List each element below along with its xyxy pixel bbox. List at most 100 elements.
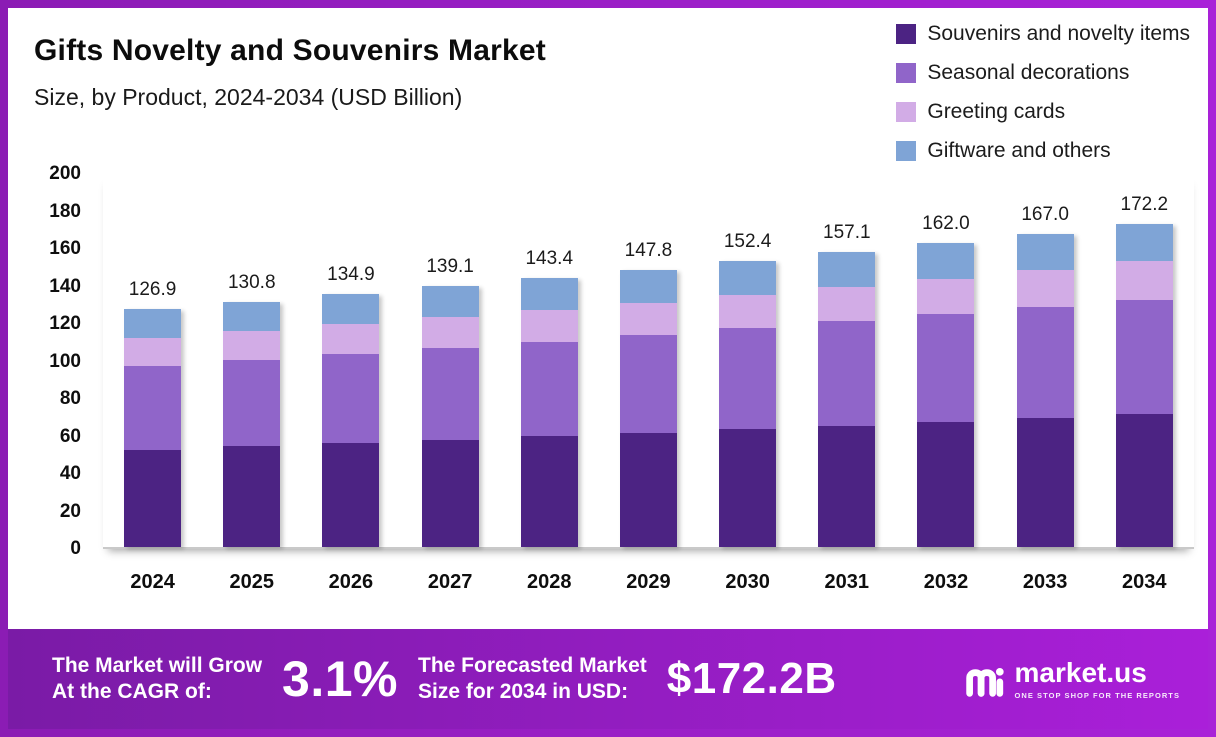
plot-area: 126.9 130.8 134.9 139.1 143.4 147.8 152.4 157.1… — [103, 174, 1194, 549]
y-tick-label: 140 — [49, 275, 81, 297]
legend-swatch — [896, 24, 917, 44]
legend-label: Seasonal decorations — [927, 61, 1130, 84]
y-tick-label: 20 — [59, 500, 81, 522]
legend-item: Giftware and others — [896, 139, 1190, 163]
logo-text: market.us — [1014, 656, 1147, 688]
bar-segment — [917, 278, 975, 315]
legend-swatch — [896, 102, 917, 122]
bar-stack — [917, 243, 975, 547]
bar-total-label: 147.8 — [624, 239, 673, 261]
bar-stack — [619, 269, 677, 547]
y-tick-label: 180 — [49, 200, 81, 222]
bar-segment — [322, 324, 380, 355]
bar-segment — [520, 436, 578, 547]
logo-tagline: ONE STOP SHOP FOR THE REPORTS — [1014, 690, 1180, 700]
bar-segment — [1016, 307, 1074, 418]
bar-column: 172.2 — [1114, 194, 1174, 547]
bar-segment — [520, 341, 578, 437]
cagr-label: The Market will Grow At the CAGR of: — [52, 653, 263, 703]
legend: Souvenirs and novelty items Seasonal deco… — [896, 8, 1208, 174]
y-tick-label: 120 — [49, 313, 81, 334]
bar-total-label: 134.9 — [327, 264, 375, 286]
bar-segment — [917, 314, 975, 422]
legend-label: Souvenirs and novelty items — [927, 22, 1190, 45]
bar-total-label: 130.8 — [227, 271, 276, 293]
bar-segment — [520, 278, 578, 310]
x-axis-label: 2031 — [824, 571, 870, 593]
bar-segment — [421, 439, 479, 547]
legend-item: Greeting cards — [896, 100, 1190, 124]
bar-segment — [1016, 233, 1074, 271]
bar-segment — [917, 421, 975, 547]
bar-stack — [719, 261, 777, 547]
bar-column: 147.8 — [618, 240, 678, 547]
plot-row: 0 20 40 60 80 100 120 140 160 180 200 126.9 130.8 13… — [8, 163, 1208, 559]
bar-total-label: 143.4 — [525, 248, 574, 270]
bar-segment — [1115, 299, 1173, 414]
bar-segment — [223, 360, 281, 447]
y-tick-label: 40 — [59, 463, 81, 484]
bar-stack — [818, 252, 876, 547]
bar-segment — [818, 425, 876, 547]
bar-segment — [619, 302, 677, 336]
bar-total-label: 167.0 — [1021, 203, 1069, 225]
x-axis-label: 2028 — [527, 571, 572, 593]
bar-segment — [619, 269, 677, 303]
bar-segment — [1016, 270, 1074, 307]
chart-header: Gifts Novelty and Souvenirs Market Size,… — [8, 8, 1208, 174]
bar-column: 134.9 — [321, 264, 381, 547]
y-tick-label: 100 — [49, 350, 81, 372]
bar-stack — [520, 278, 578, 547]
bar-segment — [619, 335, 677, 433]
bar-segment — [124, 309, 182, 338]
chart-card: Gifts Novelty and Souvenirs Market Size,… — [8, 8, 1208, 729]
bar-segment — [719, 328, 777, 430]
chart-titles: Gifts Novelty and Souvenirs Market Size,… — [8, 8, 546, 174]
legend-swatch — [896, 141, 917, 161]
bar-segment — [322, 354, 380, 444]
bar-total-label: 139.1 — [426, 256, 474, 278]
bar-segment — [322, 294, 380, 325]
x-axis-row: 2024 2025 2026 2027 2028 2029 2030 2031 2032 2033… — [8, 549, 1208, 629]
legend-label: Giftware and others — [927, 139, 1111, 162]
bar-segment — [1115, 413, 1173, 547]
y-axis: 0 20 40 60 80 100 120 140 160 180 200 — [8, 163, 103, 559]
bar-segment — [124, 337, 182, 367]
bar-segment — [1115, 261, 1173, 300]
bar-segment — [719, 261, 777, 295]
bar-segment — [421, 317, 479, 349]
bar-total-label: 152.4 — [723, 231, 772, 253]
forecast-value: $172.2B — [666, 654, 837, 703]
bar-column: 167.0 — [1015, 204, 1075, 547]
x-axis-label: 2026 — [328, 571, 374, 593]
bar-segment — [223, 446, 281, 547]
x-axis-label: 2024 — [130, 571, 175, 593]
x-axis-label: 2030 — [725, 571, 770, 593]
bar-segment — [223, 301, 281, 332]
legend-item: Souvenirs and novelty items — [896, 22, 1190, 46]
bar-column: 157.1 — [817, 222, 877, 547]
marketus-logo: market.us ONE STOP SHOP FOR THE REPORTS — [961, 656, 1180, 702]
bar-stack — [322, 294, 380, 547]
bar-total-label: 157.1 — [823, 222, 871, 244]
bar-segment — [818, 321, 876, 426]
bar-segment — [124, 366, 182, 450]
y-tick-label: 80 — [59, 388, 81, 409]
bar-segment — [719, 294, 777, 329]
bar-segment — [619, 432, 677, 547]
y-tick-label: 60 — [59, 425, 81, 447]
bar-total-label: 162.0 — [922, 213, 970, 235]
x-axis-label: 2034 — [1122, 571, 1167, 593]
y-tick-label: 200 — [49, 163, 81, 184]
legend-item: Seasonal decorations — [896, 61, 1190, 85]
bar-segment — [719, 429, 777, 547]
marketus-logo-icon — [965, 667, 1004, 697]
x-axis-spacer — [8, 571, 103, 629]
bar-total-label: 172.2 — [1120, 194, 1169, 216]
chart-subtitle: Size, by Product, 2024-2034 (USD Billion… — [34, 84, 463, 110]
bar-stack — [1016, 233, 1074, 547]
chart-title: Gifts Novelty and Souvenirs Market — [34, 34, 546, 67]
forecast-label: The Forecasted Market Size for 2034 in U… — [418, 653, 647, 703]
bar-segment — [917, 243, 975, 279]
